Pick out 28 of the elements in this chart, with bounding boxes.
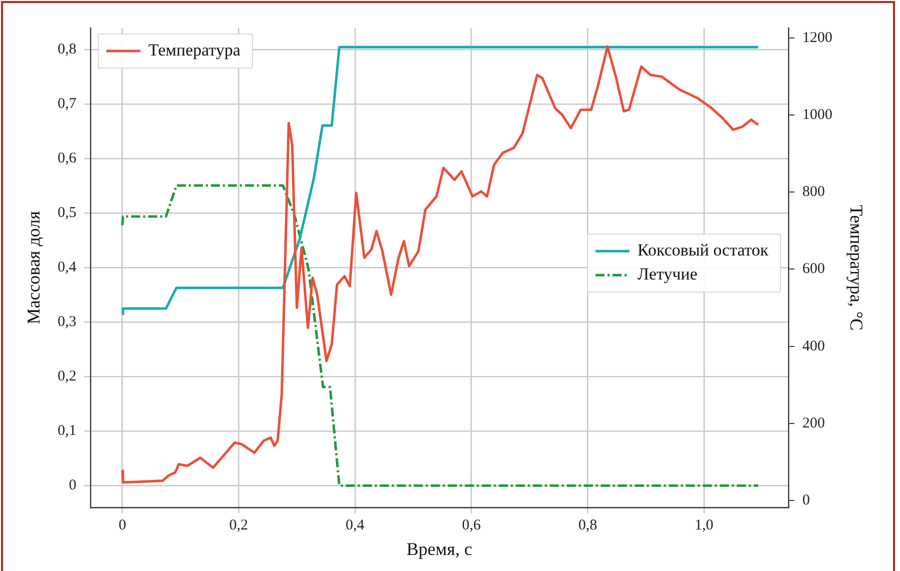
y2-tick-label: 0 [802, 492, 810, 508]
x-tick-label: 0,4 [346, 517, 365, 534]
y-tick-label: 0,6 [58, 150, 77, 167]
y2-tick-label: 1200 [802, 30, 832, 46]
x-tick-label: 0,6 [462, 517, 482, 534]
legend-label: Летучие [638, 264, 698, 284]
y-axis-title: Массовая доля [24, 211, 44, 324]
y-tick-label: 0 [68, 478, 76, 494]
x-tick-label: 1,0 [694, 517, 714, 534]
x-tick-label: 0 [118, 517, 126, 534]
y2-tick-label: 800 [802, 184, 825, 200]
y-tick-label: 0,1 [58, 423, 76, 440]
x-tick-label: 0,8 [578, 517, 598, 534]
y-tick-label: 0,2 [58, 368, 76, 385]
y2-tick-label: 1000 [802, 107, 832, 124]
y2-tick-label: 600 [802, 261, 825, 278]
y2-tick-label: 200 [802, 415, 825, 432]
legend-label: Температура [148, 40, 241, 60]
y-tick-label: 0,8 [58, 42, 76, 58]
legend-label: Коксовый остаток [638, 240, 770, 260]
y-tick-label: 0,7 [58, 96, 77, 112]
y-tick-label: 0,3 [58, 314, 76, 330]
x-axis-title: Время, с [406, 538, 472, 559]
y-tick-label: 0,4 [58, 260, 77, 276]
y-tick-label: 0,5 [58, 205, 76, 222]
x-tick-label: 0,2 [229, 517, 248, 534]
y2-tick-label: 400 [802, 338, 825, 354]
y2-axis-title: Температура, °C [846, 204, 866, 331]
